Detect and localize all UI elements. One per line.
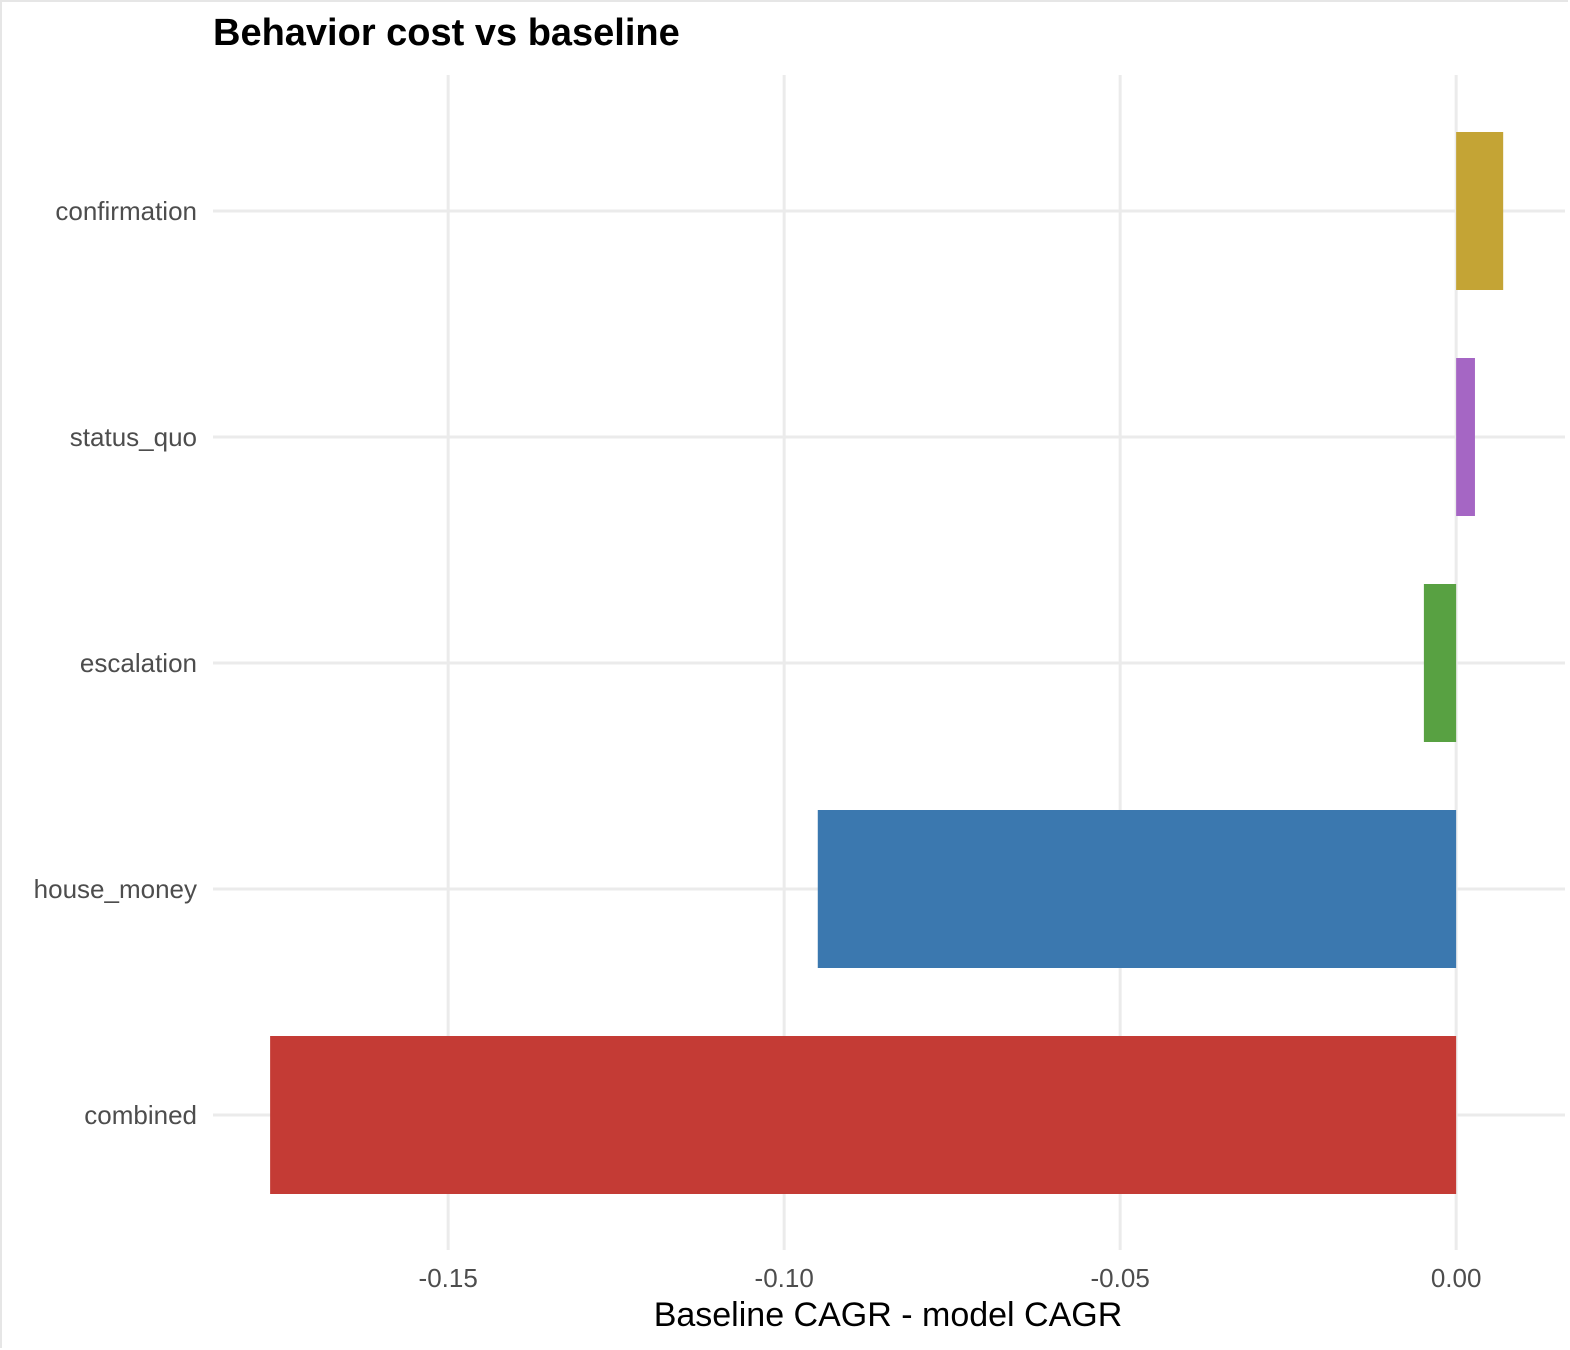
y-tick-label: status_quo — [70, 422, 197, 452]
x-tick-label: -0.15 — [419, 1263, 478, 1293]
x-tick-label: -0.10 — [755, 1263, 814, 1293]
bar-escalation — [1423, 584, 1457, 742]
bar-status-quo — [1456, 358, 1475, 516]
x-tick-label: 0.00 — [1431, 1263, 1482, 1293]
y-tick-labels: confirmation status_quo escalation house_mo… — [34, 196, 197, 1130]
bar-house-money — [817, 810, 1457, 968]
y-tick-label: house_money — [34, 874, 197, 904]
x-tick-labels: -0.15 -0.10 -0.05 0.00 — [419, 1263, 1482, 1293]
y-tick-label: confirmation — [55, 196, 197, 226]
bar-combined — [270, 1036, 1457, 1194]
y-tick-label: combined — [84, 1100, 197, 1130]
chart-title: Behavior cost vs baseline — [213, 12, 680, 54]
bar-confirmation — [1456, 132, 1504, 290]
x-axis-label: Baseline CAGR - model CAGR — [654, 1296, 1123, 1334]
x-tick-label: -0.05 — [1091, 1263, 1150, 1293]
y-tick-label: escalation — [80, 648, 197, 678]
bars — [270, 132, 1504, 1194]
